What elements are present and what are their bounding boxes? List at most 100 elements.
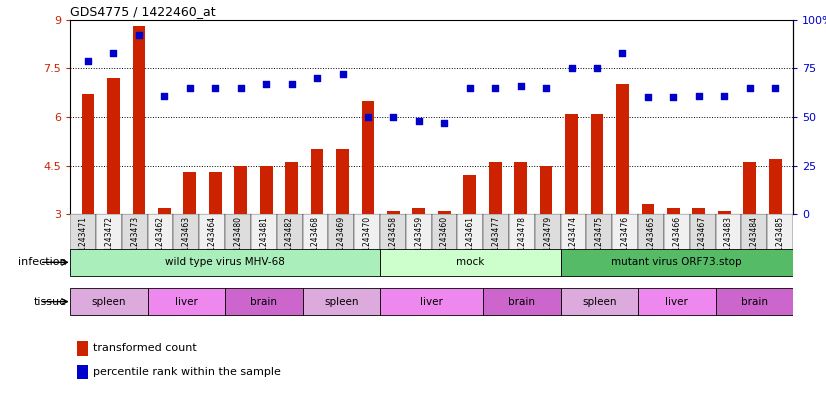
Bar (539, 165, 553, 214)
Text: spleen: spleen (582, 297, 617, 307)
Point (667, 94, 680, 101)
Text: GSM1243474: GSM1243474 (569, 216, 578, 267)
Text: GSM1243462: GSM1243462 (156, 216, 165, 267)
Bar (209, 172, 221, 214)
Bar (380, 249, 561, 275)
Bar (304, 20, 330, 214)
Bar (75, 20, 101, 214)
Bar (225, 288, 302, 315)
Text: brain: brain (509, 297, 535, 307)
Bar (692, 208, 705, 214)
Bar (664, 214, 690, 271)
Text: infection: infection (18, 257, 67, 267)
Bar (509, 214, 535, 271)
Text: mutant virus ORF73.stop: mutant virus ORF73.stop (611, 257, 742, 267)
Point (361, 114, 374, 120)
Bar (457, 20, 482, 214)
Text: GSM1243465: GSM1243465 (647, 216, 656, 267)
Point (641, 94, 654, 101)
Text: GSM1243481: GSM1243481 (259, 216, 268, 267)
Bar (199, 214, 225, 271)
Bar (122, 214, 148, 271)
Bar (152, 20, 177, 214)
Text: GSM1243470: GSM1243470 (363, 216, 372, 267)
Bar (762, 20, 788, 214)
Bar (616, 84, 629, 214)
Point (514, 83, 527, 89)
Text: liver: liver (420, 297, 443, 307)
Bar (381, 20, 406, 214)
Bar (586, 214, 612, 271)
Bar (686, 20, 711, 214)
Bar (482, 20, 508, 214)
Bar (690, 214, 715, 271)
Text: GSM1243471: GSM1243471 (78, 216, 88, 267)
Point (591, 65, 604, 72)
Bar (126, 20, 152, 214)
Text: GSM1243460: GSM1243460 (440, 216, 449, 267)
Bar (277, 214, 302, 271)
Text: brain: brain (741, 297, 767, 307)
Text: GSM1243466: GSM1243466 (672, 216, 681, 267)
Bar (431, 214, 458, 271)
Bar (535, 214, 561, 271)
Bar (711, 20, 737, 214)
Text: brain: brain (250, 297, 278, 307)
Point (489, 84, 502, 91)
Bar (328, 214, 354, 271)
Bar (642, 204, 654, 214)
Text: wild type virus MHV-68: wild type virus MHV-68 (165, 257, 285, 267)
Point (285, 81, 298, 87)
Bar (362, 101, 374, 214)
Bar (148, 288, 225, 315)
Text: GSM1243472: GSM1243472 (104, 216, 113, 267)
Point (692, 92, 705, 99)
Bar (158, 208, 171, 214)
Text: GSM1243468: GSM1243468 (311, 216, 320, 267)
Bar (260, 165, 273, 214)
Bar (743, 162, 756, 214)
Bar (534, 20, 559, 214)
Bar (355, 20, 381, 214)
Bar (132, 26, 145, 214)
Bar (612, 214, 638, 271)
Text: transformed count: transformed count (93, 343, 197, 353)
Bar (715, 214, 742, 271)
Point (743, 84, 757, 91)
Bar (715, 288, 793, 315)
Point (387, 114, 400, 120)
Point (82, 57, 95, 64)
Point (132, 32, 145, 39)
Point (616, 50, 629, 56)
Text: GSM1243458: GSM1243458 (388, 216, 397, 267)
Bar (737, 20, 762, 214)
Bar (225, 214, 251, 271)
Bar (561, 214, 586, 271)
Bar (387, 211, 400, 214)
Text: GSM1243459: GSM1243459 (414, 216, 423, 267)
Point (311, 75, 324, 81)
Text: GSM1243473: GSM1243473 (131, 216, 140, 267)
Bar (380, 288, 483, 315)
Text: GSM1243483: GSM1243483 (724, 216, 733, 267)
Bar (431, 20, 457, 214)
Bar (667, 208, 680, 214)
Bar (406, 214, 431, 271)
Text: spleen: spleen (324, 297, 358, 307)
Text: GSM1243475: GSM1243475 (595, 216, 604, 267)
Text: mock: mock (456, 257, 485, 267)
Bar (177, 20, 202, 214)
Bar (336, 149, 349, 214)
Bar (769, 159, 781, 214)
Text: percentile rank within the sample: percentile rank within the sample (93, 367, 281, 377)
Bar (235, 165, 247, 214)
Text: GSM1243478: GSM1243478 (517, 216, 526, 267)
Point (158, 92, 171, 99)
Bar (354, 214, 380, 271)
Text: spleen: spleen (92, 297, 126, 307)
Bar (228, 20, 254, 214)
Bar (515, 162, 527, 214)
Bar (635, 20, 661, 214)
Bar (438, 211, 451, 214)
Text: GSM1243482: GSM1243482 (285, 216, 294, 267)
